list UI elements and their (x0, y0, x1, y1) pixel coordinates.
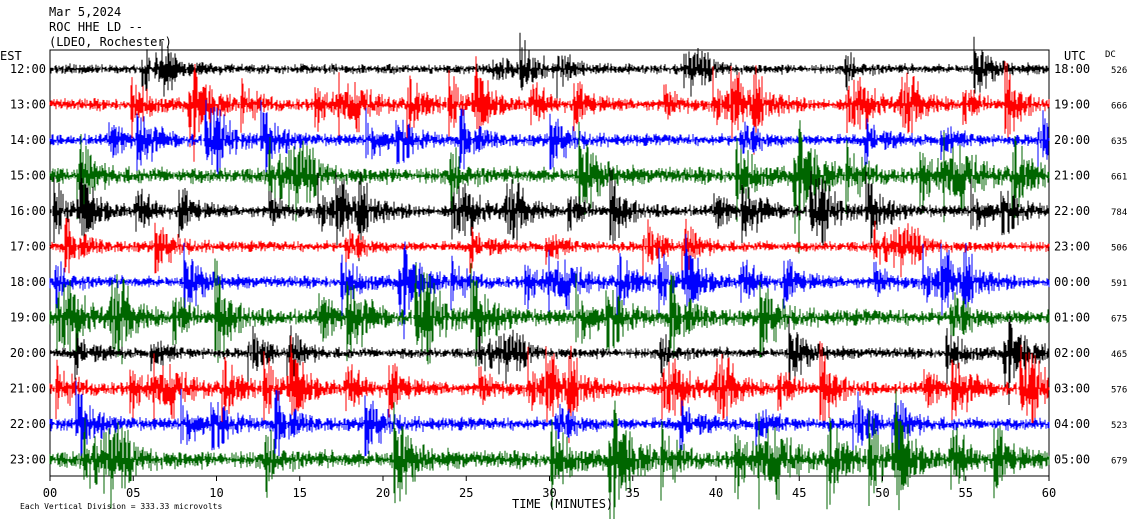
trace-2000 (49, 316, 1050, 405)
x-tick-label: 15 (293, 486, 307, 500)
record-date: Mar 5,2024 (49, 5, 121, 19)
dc-value: 675 (1111, 315, 1127, 325)
utc-axis-title: UTC (1064, 49, 1086, 63)
dc-value: 666 (1111, 102, 1127, 112)
trace-1400 (49, 99, 1050, 176)
utc-label: 20:00 (1054, 133, 1090, 147)
x-tick-label: 50 (875, 486, 889, 500)
trace-2300 (49, 389, 1050, 519)
trace-1900 (49, 258, 1050, 367)
utc-label: 19:00 (1054, 98, 1090, 112)
station-network: (LDEO, Rochester) (49, 35, 172, 49)
dc-value: 523 (1111, 421, 1127, 431)
dc-axis-title: DC (1105, 50, 1116, 60)
x-tick-label: 25 (459, 486, 473, 500)
est-label: 13:00 (10, 98, 46, 112)
dc-value: 784 (1111, 208, 1127, 218)
utc-label: 00:00 (1054, 275, 1090, 289)
seismogram-traces (49, 32, 1050, 519)
est-label: 20:00 (10, 346, 46, 360)
x-tick-label: 30 (542, 486, 556, 500)
est-label: 18:00 (10, 275, 46, 289)
x-axis-title: TIME (MINUTES) (512, 497, 613, 511)
trace-2200 (49, 380, 1050, 464)
x-tick-label: 45 (792, 486, 806, 500)
trace-1800 (49, 233, 1050, 340)
est-label: 23:00 (10, 453, 46, 467)
utc-label: 03:00 (1054, 382, 1090, 396)
trace-1200 (49, 32, 1050, 102)
utc-label: 02:00 (1054, 346, 1090, 360)
x-tick-label: 20 (376, 486, 390, 500)
est-axis-title: EST (0, 49, 22, 63)
utc-label: 18:00 (1054, 62, 1090, 76)
x-tick-label: 00 (43, 486, 57, 500)
vertical-division-note: Each Vertical Division = 333.33 microvol… (20, 502, 222, 511)
trace-2100 (49, 335, 1050, 444)
est-label: 16:00 (10, 204, 46, 218)
dc-value: 526 (1111, 66, 1127, 76)
row-labels: 12:00 18:00 526 13:00 19:00 666 14:00 20:00 635 1… (10, 62, 1127, 467)
utc-label: 01:00 (1054, 311, 1090, 325)
utc-label: 22:00 (1054, 204, 1090, 218)
est-label: 17:00 (10, 240, 46, 254)
dc-value: 661 (1111, 173, 1127, 183)
station-code: ROC HHE LD -- (49, 20, 143, 34)
trace-1700 (49, 217, 1050, 280)
dc-value: 635 (1111, 137, 1127, 147)
trace-1600 (49, 162, 1050, 262)
x-tick-label: 05 (126, 486, 140, 500)
utc-label: 05:00 (1054, 453, 1090, 467)
trace-1300 (49, 56, 1050, 162)
est-label: 19:00 (10, 311, 46, 325)
x-tick-label: 55 (959, 486, 973, 500)
dc-value: 465 (1111, 350, 1127, 360)
utc-label: 21:00 (1054, 169, 1090, 183)
x-tick-label: 60 (1042, 486, 1056, 500)
dc-value: 506 (1111, 244, 1127, 254)
dc-value: 679 (1111, 457, 1127, 467)
est-label: 14:00 (10, 133, 46, 147)
x-axis: 00 05 10 15 20 25 30 35 40 45 50 55 60 (43, 476, 1056, 500)
trace-1500 (49, 120, 1050, 254)
est-label: 12:00 (10, 62, 46, 76)
x-tick-label: 40 (709, 486, 723, 500)
utc-label: 04:00 (1054, 417, 1090, 431)
x-tick-label: 10 (209, 486, 223, 500)
est-label: 15:00 (10, 169, 46, 183)
dc-value: 576 (1111, 386, 1127, 396)
est-label: 21:00 (10, 382, 46, 396)
utc-label: 23:00 (1054, 240, 1090, 254)
x-tick-label: 35 (626, 486, 640, 500)
dc-value: 591 (1111, 279, 1127, 289)
est-label: 22:00 (10, 417, 46, 431)
